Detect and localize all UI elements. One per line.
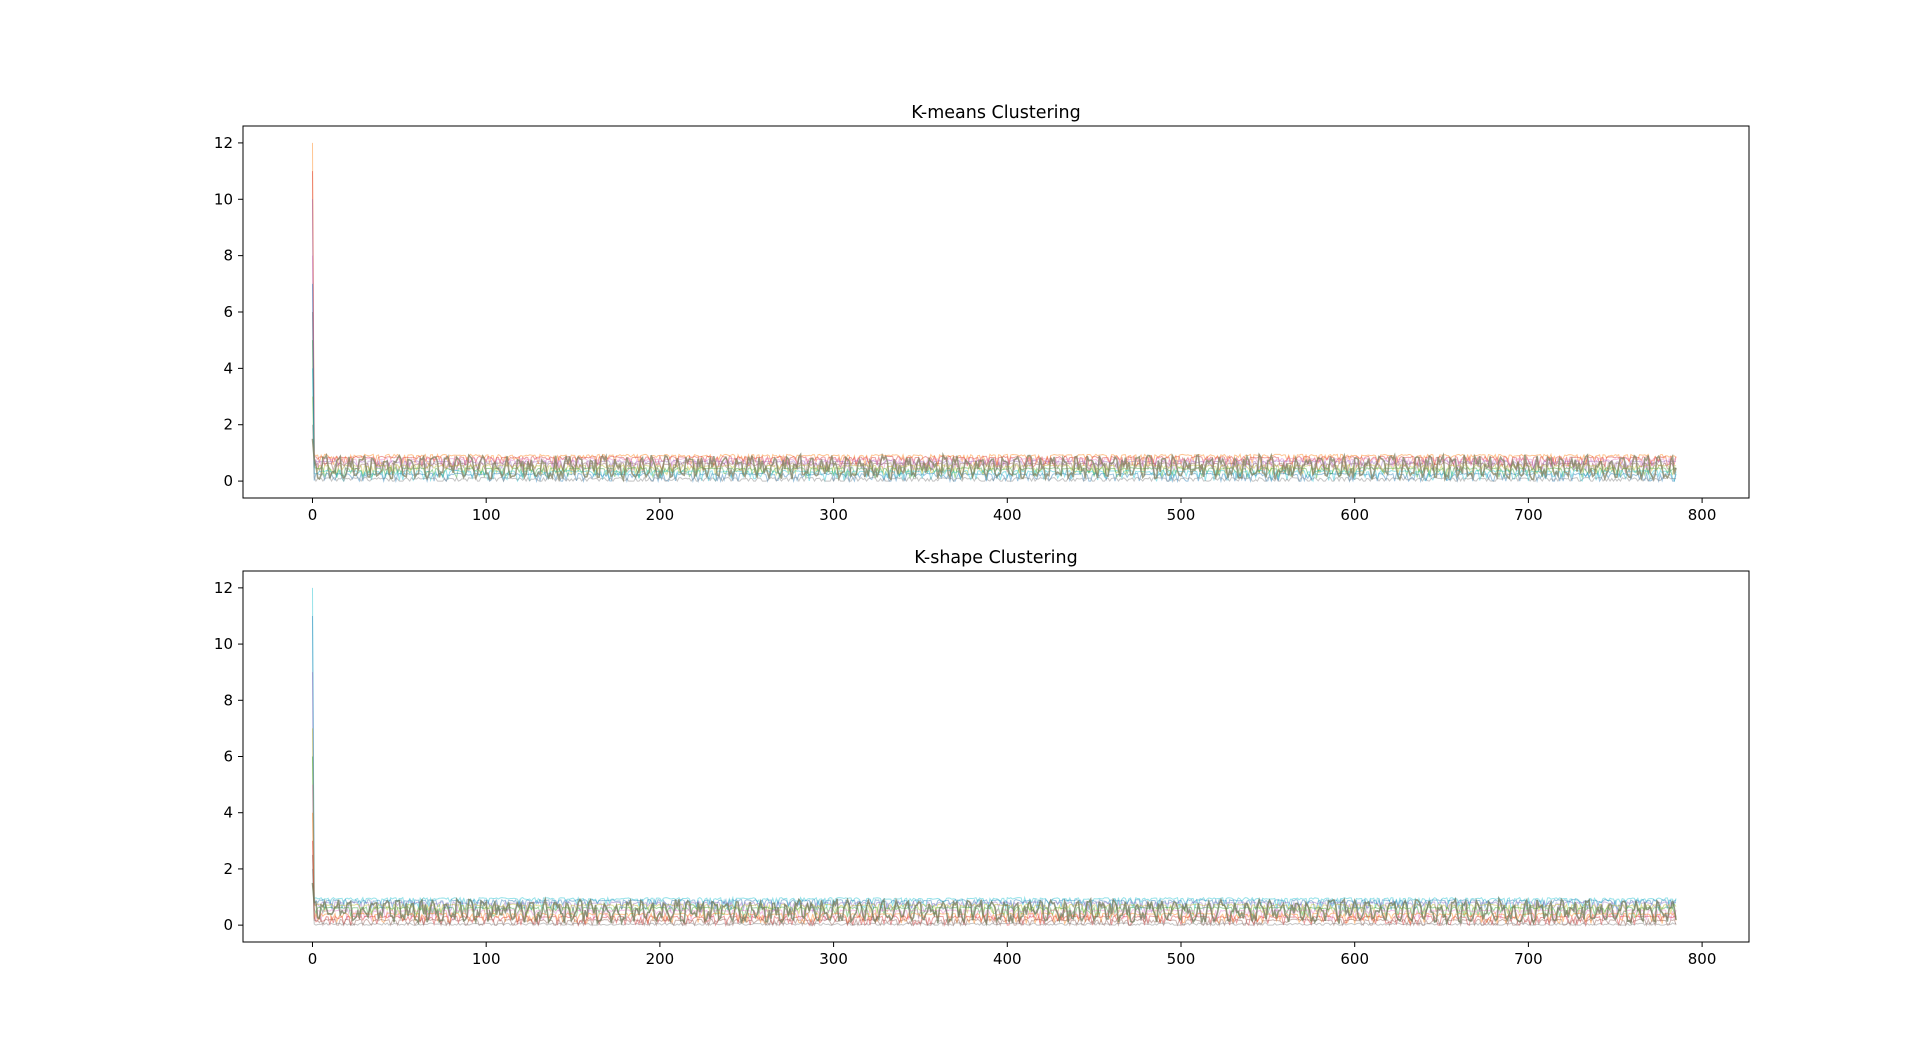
series-line-4 [311, 199, 1677, 473]
series-line-9 [311, 283, 1677, 484]
x-tick-label: 600 [1340, 950, 1369, 968]
y-tick-label: 10 [214, 190, 233, 208]
x-tick-label: 800 [1688, 950, 1717, 968]
plot-area [311, 142, 1677, 484]
chart-panel-2: 0 100 200 300 400 500 600 700 800 0 2 4 6 8 10 12 K-shap… [214, 548, 1750, 968]
series-line-11 [311, 882, 1677, 927]
y-tick-label: 0 [223, 472, 233, 490]
x-tick-label: 700 [1514, 950, 1543, 968]
y-tick-label: 0 [223, 916, 233, 934]
x-tick-label: 200 [646, 506, 675, 524]
x-tick-label: 100 [472, 506, 501, 524]
x-tick-label: 100 [472, 950, 501, 968]
series-line-1 [311, 142, 1677, 467]
series-line-2 [311, 171, 1677, 469]
series-line-6 [311, 784, 1677, 923]
x-tick-label: 400 [993, 950, 1022, 968]
series-line-5 [311, 756, 1677, 920]
x-tick-label: 700 [1514, 506, 1543, 524]
x-tick-label: 0 [308, 950, 318, 968]
x-tick-label: 800 [1688, 506, 1717, 524]
series-line-5 [311, 311, 1677, 476]
y-tick-label: 6 [223, 748, 233, 766]
y-tick-label: 6 [223, 303, 233, 321]
series-line-10 [311, 868, 1677, 926]
y-tick-label: 4 [223, 804, 233, 822]
series-line-3 [311, 255, 1677, 471]
x-tick-label: 300 [819, 950, 848, 968]
chart-panel-1: 0 100 200 300 400 500 600 700 800 0 2 4 6 8 10 12 K-mean… [214, 103, 1750, 524]
y-tick-label: 8 [223, 247, 233, 265]
plot-area [311, 587, 1677, 928]
series-line-4 [311, 728, 1677, 917]
y-tick-label: 8 [223, 691, 233, 709]
x-tick-label: 0 [308, 506, 318, 524]
y-tick-label: 2 [223, 416, 233, 434]
x-tick-label: 400 [993, 506, 1022, 524]
x-tick-label: 600 [1340, 506, 1369, 524]
axes-frame [242, 125, 1750, 499]
y-tick-label: 2 [223, 860, 233, 878]
y-tick-label: 10 [214, 635, 233, 653]
chart-title: K-shape Clustering [914, 548, 1078, 568]
series-line-3 [311, 672, 1677, 914]
x-tick-label: 200 [646, 950, 675, 968]
y-tick-label: 12 [214, 579, 233, 597]
x-tick-label: 500 [1167, 506, 1196, 524]
y-tick-label: 12 [214, 134, 233, 152]
series-line-2 [311, 615, 1677, 912]
x-tick-label: 300 [819, 506, 848, 524]
x-tick-label: 500 [1167, 950, 1196, 968]
chart-title: K-means Clustering [911, 103, 1080, 123]
y-tick-label: 4 [223, 359, 233, 377]
axes-frame [242, 570, 1750, 943]
series-line-11 [311, 438, 1677, 483]
series-line-1 [311, 587, 1677, 910]
